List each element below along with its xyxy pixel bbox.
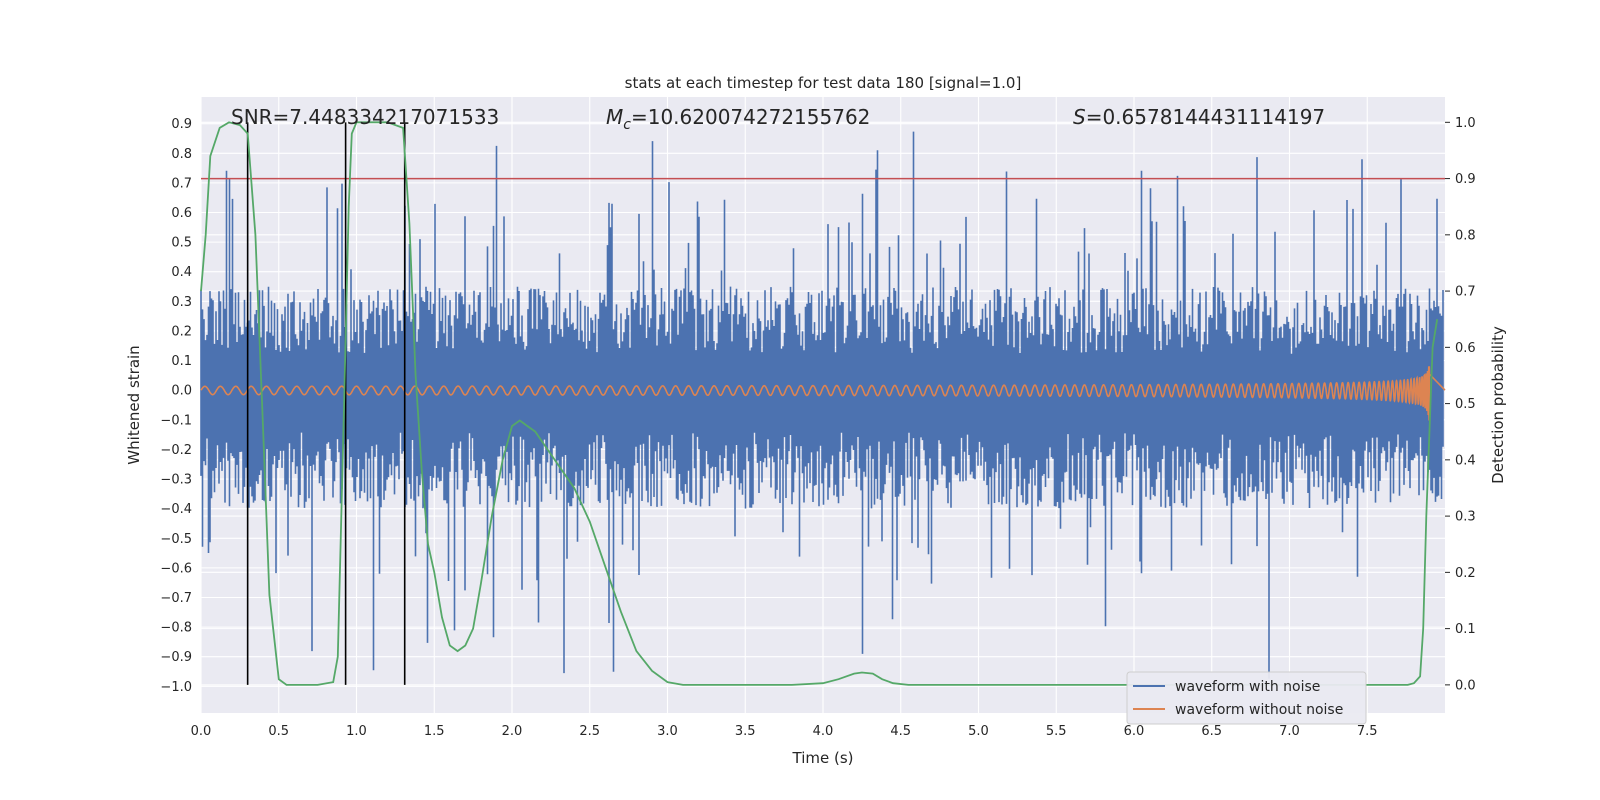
y-tick-label: −0.1 — [160, 413, 192, 428]
y-axis-label: Whitened strain — [125, 345, 143, 464]
y-tick-label: −0.9 — [160, 650, 192, 665]
chirp-mass-subscript: c — [623, 117, 631, 133]
y-tick-label: 0.4 — [171, 265, 192, 280]
y2-tick-label: 0.9 — [1455, 172, 1476, 187]
y2-axis-label: Detection probability — [1489, 326, 1507, 484]
x-tick-label: 0.0 — [191, 724, 212, 739]
y2-tick-label: 0.5 — [1455, 397, 1476, 412]
vertical-markers — [246, 122, 406, 685]
y-ticks: 0.9 0.8 0.7 0.6 0.5 0.4 0.3 0.2 0.1 0.0 −0.1 −0.2 −0… — [160, 117, 192, 695]
x-tick-label: 5.5 — [1046, 724, 1067, 739]
chart-title: stats at each timestep for test data 180… — [625, 74, 1022, 92]
x-ticks: 0.0 0.5 1.0 1.5 2.0 2.5 3.0 3.5 4.0 4.5 5.0 5.5 6.0 6… — [191, 724, 1378, 739]
y-tick-label: −0.4 — [160, 502, 192, 517]
x-tick-label: 1.0 — [346, 724, 367, 739]
s-value: =0.6578144431114197 — [1086, 105, 1325, 129]
y2-tick-label: 0.1 — [1455, 622, 1476, 637]
y-tick-label: 0.3 — [171, 295, 192, 310]
legend-box — [1126, 671, 1367, 725]
chirp-mass-annotation: Mc=10.620074272155762 — [606, 105, 870, 133]
legend-label-noise: waveform with noise — [1175, 679, 1320, 695]
s-annotation: S=0.6578144431114197 — [1073, 105, 1325, 129]
y2-tick-label: 0.4 — [1455, 453, 1476, 468]
y2-tick-label: 0.7 — [1455, 285, 1476, 300]
y-tick-label: −1.0 — [160, 680, 192, 695]
y-tick-label: 0.0 — [171, 384, 192, 399]
y2-tick-label: 0.8 — [1455, 228, 1476, 243]
y-tick-label: 0.5 — [171, 236, 192, 251]
y-tick-label: −0.8 — [160, 621, 192, 636]
legend-label-clean: waveform without noise — [1175, 702, 1343, 718]
y-tick-label: −0.3 — [160, 473, 192, 488]
y-tick-label: 0.2 — [171, 324, 192, 339]
y-tick-label: 0.9 — [171, 117, 192, 132]
noise-trace — [200, 131, 1444, 679]
y2-tick-label: 0.3 — [1455, 510, 1476, 525]
s-symbol: S — [1073, 105, 1086, 129]
y2-tick-label: 0.6 — [1455, 341, 1476, 356]
y-tick-label: 0.6 — [171, 206, 192, 221]
clean-trace — [200, 366, 1446, 421]
x-tick-label: 4.0 — [813, 724, 834, 739]
y2-tick-label: 0.2 — [1455, 566, 1476, 581]
x-tick-label: 5.0 — [968, 724, 989, 739]
x-tick-label: 0.5 — [268, 724, 289, 739]
x-tick-label: 6.0 — [1124, 724, 1145, 739]
probability-trace — [200, 121, 1439, 686]
y-tick-label: 0.1 — [171, 354, 192, 369]
y2-ticks: 1.0 0.9 0.8 0.7 0.6 0.5 0.4 0.3 0.2 0.1 0.0 — [1445, 116, 1476, 693]
y2-tick-label: 1.0 — [1455, 116, 1476, 131]
x-axis-label: Time (s) — [792, 749, 854, 767]
series-waveform-without-noise — [200, 366, 1446, 421]
series-waveform-with-noise — [200, 131, 1444, 679]
x-tick-label: 7.0 — [1279, 724, 1300, 739]
x-tick-label: 4.5 — [890, 724, 911, 739]
x-tick-label: 3.0 — [657, 724, 678, 739]
y-tick-label: −0.2 — [160, 443, 192, 458]
chirp-mass-value: =10.620074272155762 — [631, 105, 870, 129]
x-tick-label: 1.5 — [424, 724, 445, 739]
x-tick-label: 2.5 — [579, 724, 600, 739]
y-tick-label: −0.7 — [160, 591, 192, 606]
y-tick-label: −0.5 — [160, 532, 192, 547]
series-detection-probability — [200, 121, 1439, 686]
x-tick-label: 2.0 — [502, 724, 523, 739]
y-tick-label: 0.8 — [171, 147, 192, 162]
legend: waveform with noise waveform without noi… — [1126, 671, 1367, 725]
y-tick-label: −0.6 — [160, 561, 192, 576]
x-tick-label: 3.5 — [735, 724, 756, 739]
x-tick-label: 7.5 — [1357, 724, 1378, 739]
y2-tick-label: 0.0 — [1455, 678, 1476, 693]
snr-annotation: SNR=7.448334217071533 — [231, 105, 499, 129]
chirp-mass-symbol: M — [606, 105, 623, 129]
x-tick-label: 6.5 — [1201, 724, 1222, 739]
y-tick-label: 0.7 — [171, 176, 192, 191]
